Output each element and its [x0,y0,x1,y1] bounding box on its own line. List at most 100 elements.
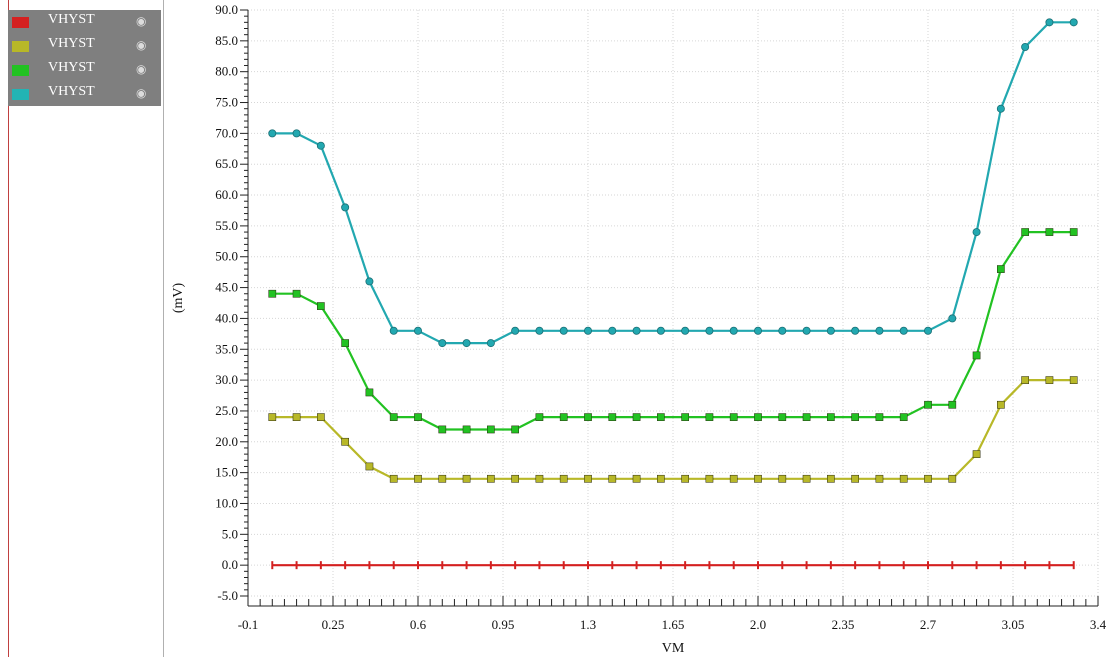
x-tick-label: 3.4 [1090,617,1107,632]
data-point [389,326,398,335]
data-point [1021,376,1029,384]
data-point [997,265,1005,273]
legend-label: VHYST [48,12,95,27]
x-axis-title: VM [662,641,685,656]
data-point [1069,228,1078,236]
data-point [462,425,471,434]
data-point [875,326,884,335]
y-tick-label: 15.0 [215,465,238,480]
legend-label: VHYST [48,84,95,99]
data-point [778,413,787,421]
data-point [559,413,568,421]
x-tick-label: 0.25 [322,617,345,632]
data-point [1045,228,1054,236]
data-point [996,104,1005,113]
data-point [899,413,908,421]
legend-label: VHYST [48,36,95,51]
data-point [924,326,933,335]
data-point [341,203,350,212]
data-point [948,474,957,483]
data-point [875,413,884,421]
y-tick-label: 65.0 [215,156,238,171]
data-point [268,289,277,298]
data-point [754,413,762,421]
legend-panel: VHYST ◉ VHYST ◉ VHYST ◉ VHYST ◉ [8,10,161,106]
y-tick-label: 10.0 [215,495,238,510]
data-point [851,326,860,335]
y-tick-label: 50.0 [215,249,238,264]
y-tick-label: -5.0 [217,588,238,603]
data-point [729,326,738,335]
data-point [584,413,592,421]
visibility-eye-icon[interactable]: ◉ [136,86,147,100]
x-tick-label: 0.95 [492,617,515,632]
y-tick-label: 80.0 [215,64,238,79]
data-point [268,413,277,421]
data-point [535,326,544,335]
data-point [705,474,714,483]
panel-divider[interactable] [163,0,164,657]
data-point [899,326,908,335]
y-tick-label: 90.0 [215,2,238,17]
data-point [851,474,859,483]
data-point [511,425,519,434]
data-point [681,474,689,483]
data-point [948,400,957,409]
data-point [681,413,689,421]
data-point [511,474,519,483]
legend-item[interactable]: VHYST ◉ [8,82,161,104]
visibility-eye-icon[interactable]: ◉ [136,14,147,28]
data-point [341,437,349,446]
data-point [729,474,738,483]
data-point [365,462,374,471]
data-point [438,425,447,434]
data-point [899,474,908,483]
data-point [487,425,495,434]
data-point [365,277,374,286]
y-tick-label: 20.0 [215,434,238,449]
data-point [559,326,568,335]
data-point [657,474,665,483]
y-tick-label: 0.0 [222,557,238,572]
data-point [438,339,447,348]
data-point [292,129,301,138]
y-tick-label: 85.0 [215,33,238,48]
data-point [317,413,325,421]
data-point [389,474,398,483]
x-tick-label: 3.05 [1002,617,1025,632]
data-point [632,413,641,421]
y-tick-label: 70.0 [215,125,238,140]
data-point [778,474,787,483]
data-point [729,413,738,421]
legend-item[interactable]: VHYST ◉ [8,58,161,80]
data-point [487,474,495,483]
legend-item[interactable]: VHYST ◉ [8,10,161,32]
visibility-eye-icon[interactable]: ◉ [136,62,147,76]
data-point [608,474,617,483]
data-point [316,141,325,150]
data-point [608,326,617,335]
legend-item[interactable]: VHYST ◉ [8,34,161,56]
data-point [778,326,787,335]
data-point [365,388,374,397]
y-tick-label: 75.0 [215,95,238,110]
series-line [272,231,1074,431]
y-tick-label: 30.0 [215,372,238,387]
data-point [754,474,762,483]
data-point [584,474,592,483]
data-point [705,413,714,421]
data-point [705,326,714,335]
data-point [1021,228,1029,236]
data-point [632,474,641,483]
data-point [948,314,957,323]
y-tick-label: 40.0 [215,310,238,325]
x-tick-label: 1.65 [662,617,685,632]
left-panel-edge [0,0,9,657]
data-point [268,129,277,138]
x-tick-label: -0.1 [238,617,259,632]
data-point [827,474,835,483]
data-point [657,413,665,421]
visibility-eye-icon[interactable]: ◉ [136,38,147,52]
data-point [317,302,325,310]
